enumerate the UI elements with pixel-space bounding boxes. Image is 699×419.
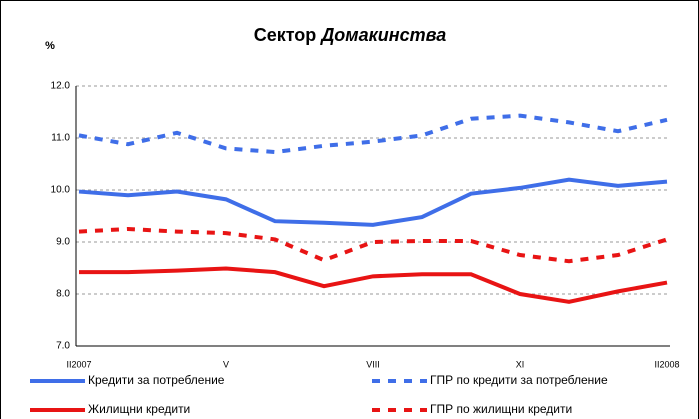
- chart-title: Сектор Домакинства: [254, 25, 447, 45]
- legend-label: ГПР по кредити за потребление: [430, 373, 608, 387]
- y-axis-label: %: [45, 40, 55, 52]
- y-tick-label: 9.0: [56, 237, 70, 248]
- x-tick-label: VIII: [366, 359, 380, 369]
- legend-label: Жилищни кредити: [88, 402, 190, 416]
- x-tick-label: II2008: [654, 359, 679, 369]
- legend-label: ГПР по жилищни кредити: [430, 402, 572, 416]
- legend-label: Кредити за потребление: [88, 373, 225, 387]
- title-part: Домакинства: [319, 25, 446, 45]
- title-part: Сектор: [254, 25, 317, 45]
- series-line: [78, 226, 668, 264]
- x-tick-label: V: [223, 359, 229, 369]
- y-tick-label: 11.0: [51, 133, 70, 144]
- y-tick-label: 10.0: [51, 185, 71, 196]
- series-line: [78, 113, 668, 155]
- x-tick-label: II2007: [66, 359, 91, 369]
- series-line: [79, 266, 668, 304]
- y-tick-label: 12.0: [51, 81, 71, 92]
- y-tick-label: 7.0: [56, 341, 70, 352]
- y-tick-label: 8.0: [56, 289, 70, 300]
- series-line: [78, 177, 668, 227]
- x-tick-label: XI: [516, 359, 525, 369]
